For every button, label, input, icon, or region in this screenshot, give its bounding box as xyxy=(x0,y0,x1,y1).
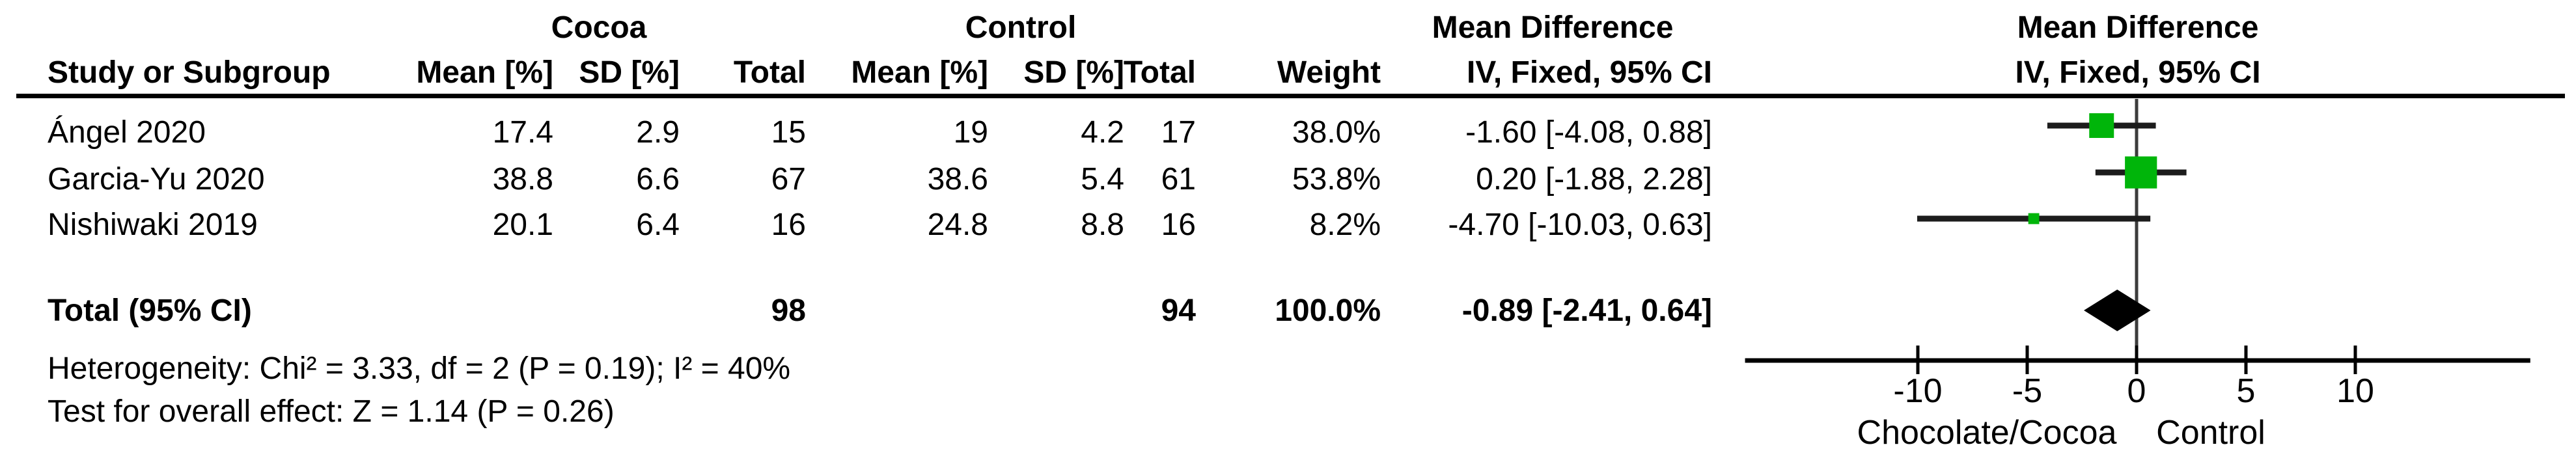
group-header-cocoa: Cocoa xyxy=(551,10,647,45)
row-control-mean: 38.6 xyxy=(927,162,988,197)
total-cocoa-total: 98 xyxy=(771,293,806,328)
row-weight: 38.0% xyxy=(1292,115,1381,150)
row-cocoa-sd: 6.4 xyxy=(636,208,680,242)
row-control-total: 17 xyxy=(1161,115,1196,150)
x-axis-tick-label: -5 xyxy=(2012,372,2042,410)
row-control-sd: 4.2 xyxy=(1081,115,1124,150)
col-header-control-total: Total xyxy=(1123,55,1196,90)
heterogeneity-text: Heterogeneity: Chi² = 3.33, df = 2 (P = … xyxy=(48,351,791,386)
col-header-cocoa-sd: SD [%] xyxy=(579,55,680,90)
col-header-control-sd: SD [%] xyxy=(1023,55,1124,90)
row-ci-text: 0.20 [-1.88, 2.28] xyxy=(1476,162,1712,197)
group-header-control: Control xyxy=(965,10,1077,45)
x-axis-tick-label: -10 xyxy=(1893,372,1942,410)
total-label: Total (95% CI) xyxy=(48,293,252,328)
row-control-sd: 8.8 xyxy=(1081,208,1124,242)
col-header-ci: IV, Fixed, 95% CI xyxy=(1466,55,1712,90)
total-weight: 100.0% xyxy=(1275,293,1381,328)
overall-effect-text: Test for overall effect: Z = 1.14 (P = 0… xyxy=(48,394,615,429)
row-cocoa-mean: 38.8 xyxy=(492,162,553,197)
row-control-sd: 5.4 xyxy=(1081,162,1124,197)
row-weight: 8.2% xyxy=(1309,208,1381,242)
col-header-study: Study or Subgroup xyxy=(48,55,331,90)
total-ci-text: -0.89 [-2.41, 0.64] xyxy=(1461,293,1712,328)
x-axis-tick-label: 0 xyxy=(2127,372,2146,410)
study-weight-square xyxy=(2028,213,2040,224)
plot-header-mean-difference: Mean Difference xyxy=(2017,10,2259,45)
col-header-cocoa-total: Total xyxy=(733,55,806,90)
row-ci-text: -1.60 [-4.08, 0.88] xyxy=(1465,115,1712,150)
total-control-total: 94 xyxy=(1161,293,1196,328)
row-control-mean: 24.8 xyxy=(927,208,988,242)
row-cocoa-mean: 20.1 xyxy=(492,208,553,242)
favours-right-label: Control xyxy=(2156,414,2265,452)
study-weight-square xyxy=(2125,156,2157,189)
group-header-mean-difference: Mean Difference xyxy=(1432,10,1674,45)
row-study-label: Ángel 2020 xyxy=(48,115,206,150)
row-cocoa-total: 67 xyxy=(771,162,806,197)
total-diamond xyxy=(2084,290,2151,331)
x-axis-tick-label: 5 xyxy=(2237,372,2256,410)
row-control-total: 61 xyxy=(1161,162,1196,197)
row-control-mean: 19 xyxy=(953,115,988,150)
row-cocoa-total: 16 xyxy=(771,208,806,242)
row-study-label: Nishiwaki 2019 xyxy=(48,208,258,242)
row-cocoa-total: 15 xyxy=(771,115,806,150)
study-weight-square xyxy=(2089,113,2114,138)
plot-col-header-ci: IV, Fixed, 95% CI xyxy=(2015,55,2261,90)
row-weight: 53.8% xyxy=(1292,162,1381,197)
row-study-label: Garcia-Yu 2020 xyxy=(48,162,265,197)
col-header-cocoa-mean: Mean [%] xyxy=(416,55,553,90)
favours-left-label: Chocolate/Cocoa xyxy=(1857,414,2117,452)
row-cocoa-sd: 2.9 xyxy=(636,115,680,150)
header-divider xyxy=(16,94,2565,98)
row-control-total: 16 xyxy=(1161,208,1196,242)
col-header-control-mean: Mean [%] xyxy=(851,55,988,90)
row-ci-text: -4.70 [-10.03, 0.63] xyxy=(1448,208,1712,242)
x-axis-tick-label: 10 xyxy=(2336,372,2374,410)
row-cocoa-mean: 17.4 xyxy=(492,115,553,150)
col-header-weight: Weight xyxy=(1277,55,1381,90)
row-cocoa-sd: 6.6 xyxy=(636,162,680,197)
